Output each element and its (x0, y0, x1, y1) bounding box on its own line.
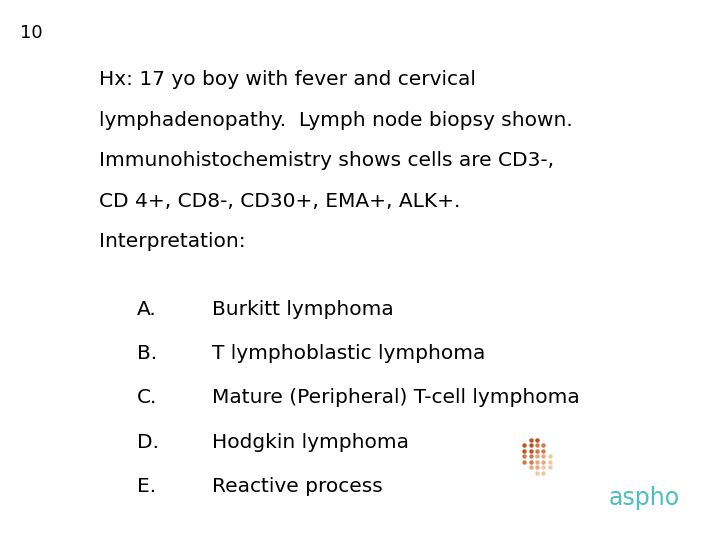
Text: aspho: aspho (608, 487, 680, 510)
Text: T lymphoblastic lymphoma: T lymphoblastic lymphoma (212, 344, 486, 363)
Text: A.: A. (137, 300, 156, 319)
Text: CD 4+, CD8-, CD30+, EMA+, ALK+.: CD 4+, CD8-, CD30+, EMA+, ALK+. (99, 192, 461, 211)
Text: Hodgkin lymphoma: Hodgkin lymphoma (212, 433, 410, 451)
Text: Interpretation:: Interpretation: (99, 232, 246, 251)
Text: Immunohistochemistry shows cells are CD3-,: Immunohistochemistry shows cells are CD3… (99, 151, 554, 170)
Text: Reactive process: Reactive process (212, 477, 383, 496)
Text: B.: B. (137, 344, 157, 363)
Text: C.: C. (137, 388, 157, 407)
Text: Burkitt lymphoma: Burkitt lymphoma (212, 300, 394, 319)
Text: 10: 10 (20, 24, 42, 42)
Text: lymphadenopathy.  Lymph node biopsy shown.: lymphadenopathy. Lymph node biopsy shown… (99, 111, 573, 130)
Text: Mature (Peripheral) T-cell lymphoma: Mature (Peripheral) T-cell lymphoma (212, 388, 580, 407)
Text: D.: D. (137, 433, 159, 451)
Text: E.: E. (137, 477, 156, 496)
Text: Hx: 17 yo boy with fever and cervical: Hx: 17 yo boy with fever and cervical (99, 70, 476, 89)
